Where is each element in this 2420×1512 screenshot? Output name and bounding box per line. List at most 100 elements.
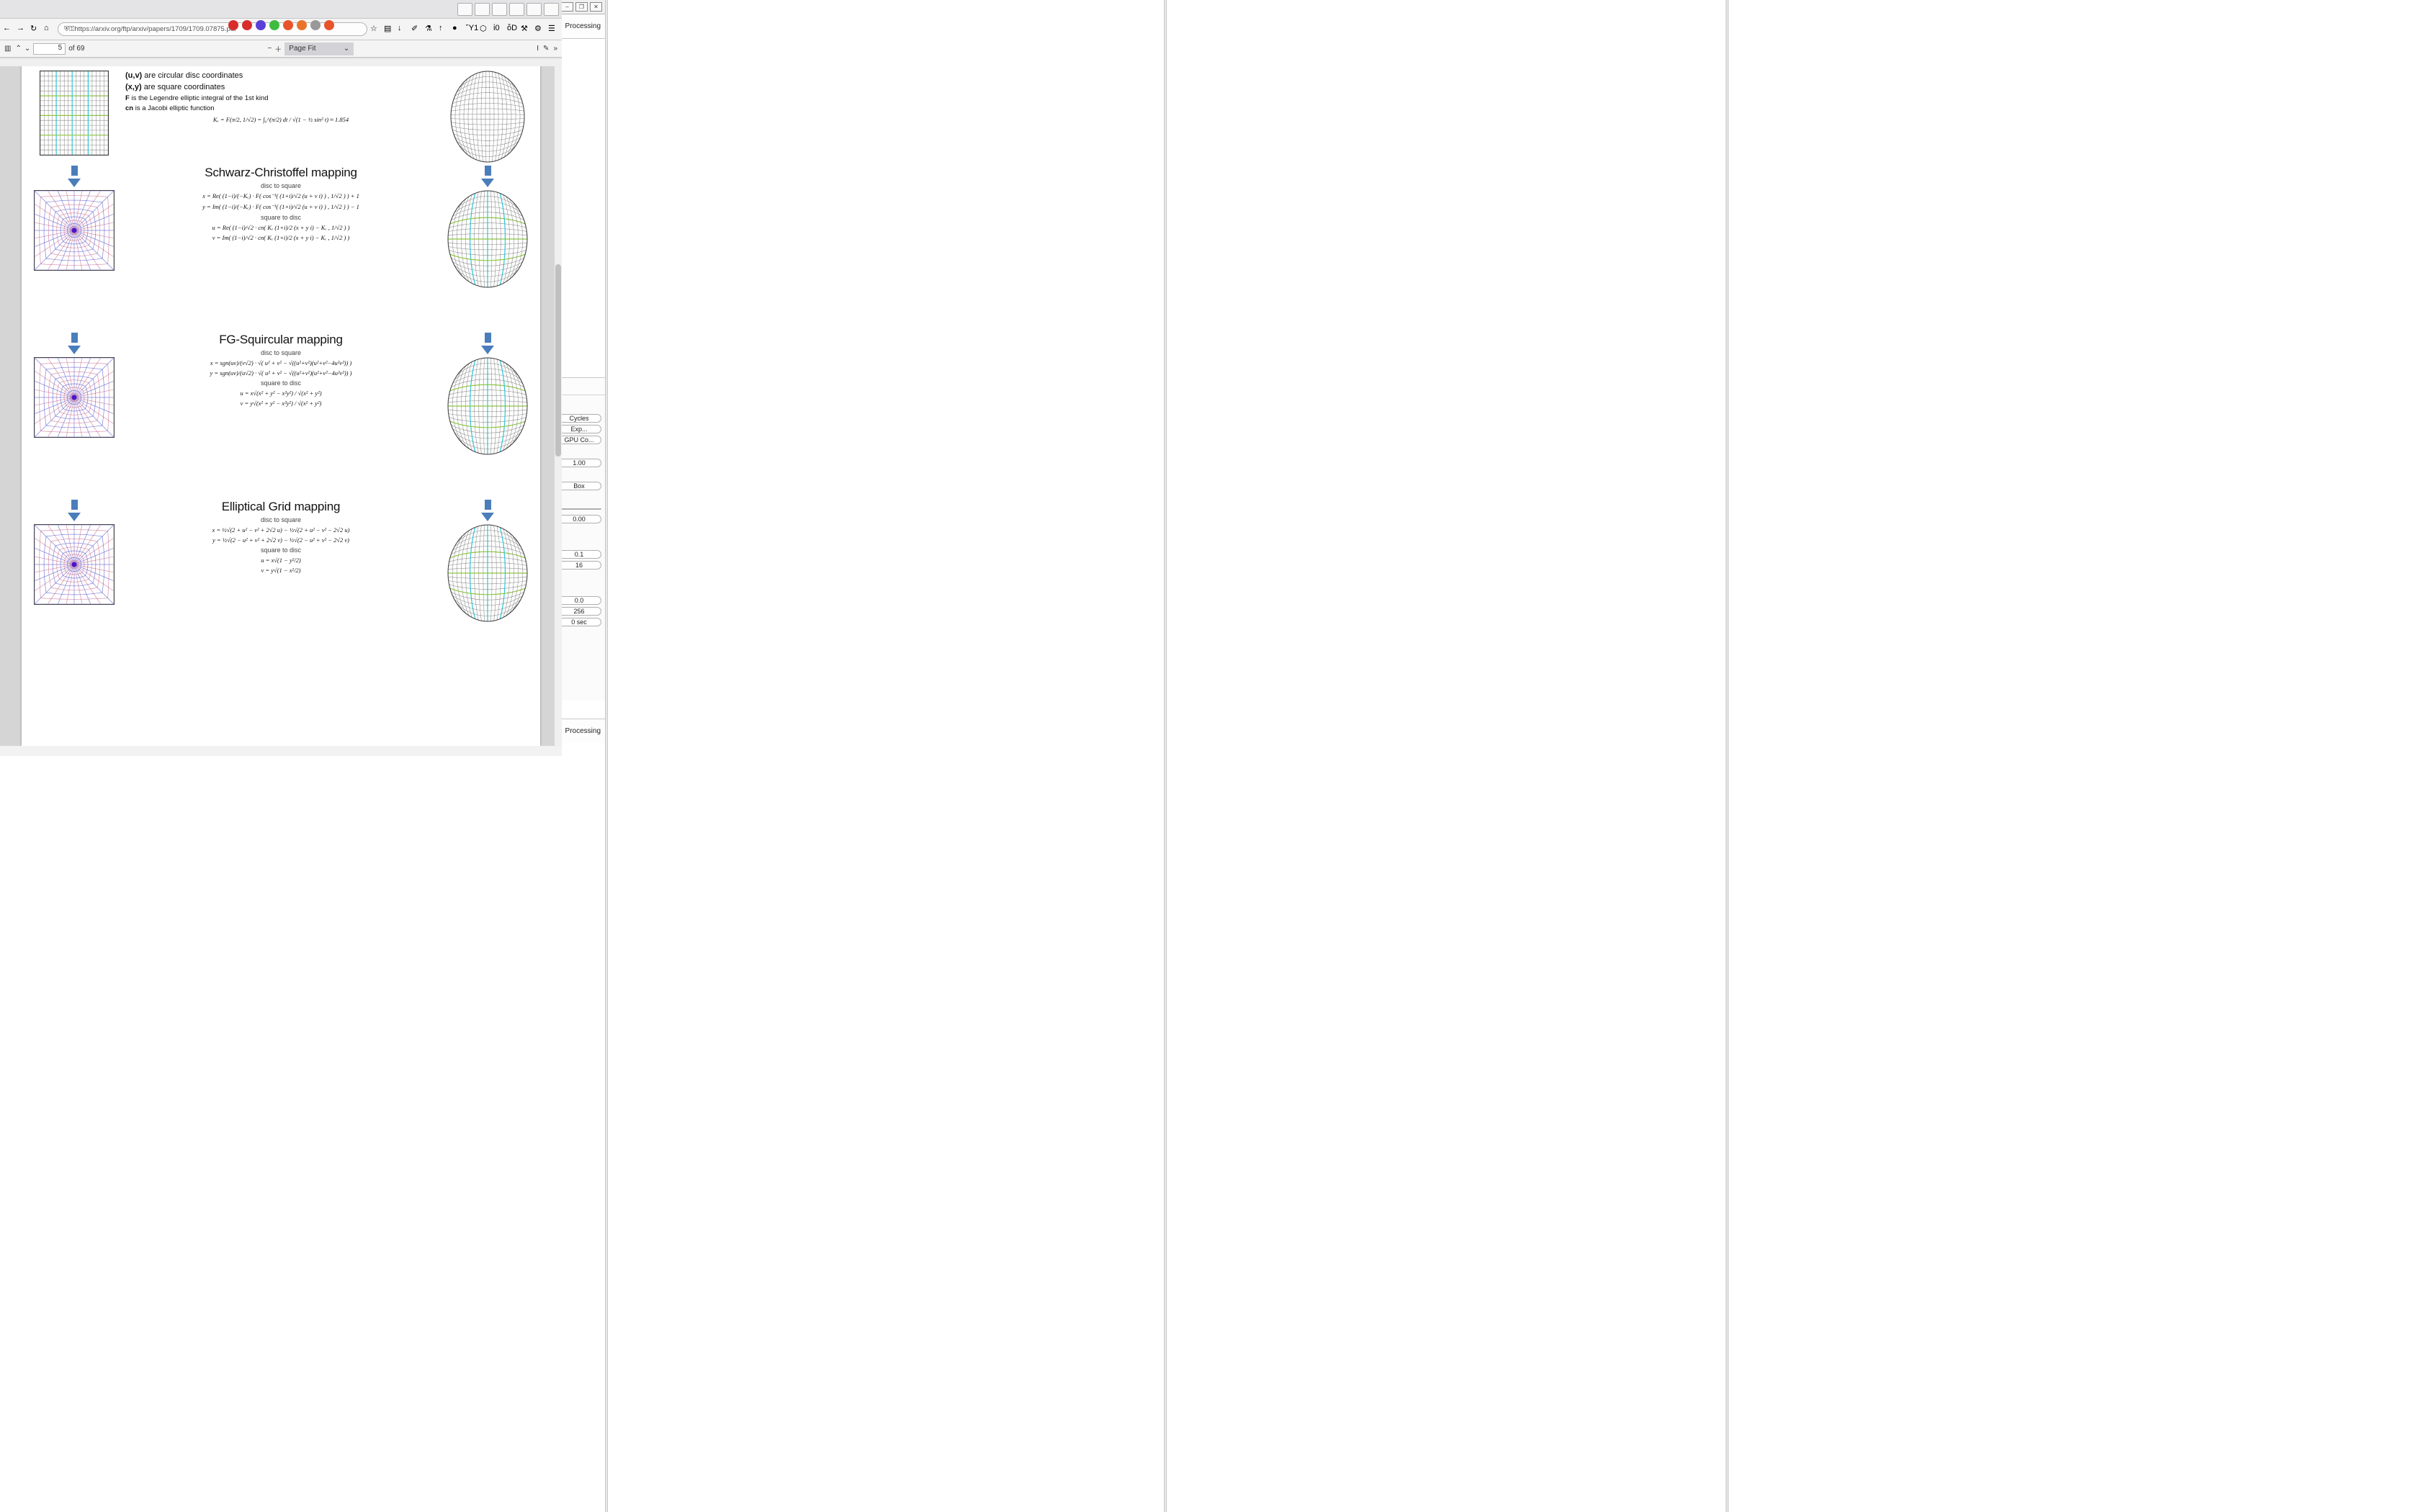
browser-tab-icon[interactable]: [526, 2, 542, 16]
gear-icon[interactable]: ⚙: [534, 24, 542, 33]
reload-icon[interactable]: ↻: [30, 24, 37, 33]
zoom-in-icon[interactable]: ＋: [274, 46, 282, 54]
pdf-legend-text: (u,v) are circular disc coordinates (x,y)…: [125, 71, 436, 113]
processing-label-footer[interactable]: Processing: [565, 727, 601, 735]
cartesian-grid-diagram: [40, 71, 109, 156]
arrow-stem: [71, 333, 78, 343]
property-value[interactable]: Box: [557, 482, 601, 490]
mapping-equation-b1: u = Re( (1−i)/√2 · cn( Kₑ (1+i)/2 (x + y…: [212, 224, 350, 231]
star-icon[interactable]: ☆: [370, 24, 377, 33]
property-value[interactable]: Exp...: [557, 425, 601, 433]
translate-icon[interactable]: ⬡: [480, 24, 487, 33]
property-value[interactable]: 0.0: [557, 596, 601, 605]
browser-tab-icon[interactable]: [457, 2, 472, 16]
browser-tab-icon[interactable]: [492, 2, 507, 16]
pipette-icon[interactable]: ⚗: [425, 24, 432, 33]
archive-icon[interactable]: Ὕ1: [466, 24, 479, 32]
arrow-down-icon: [481, 500, 494, 524]
legend-description: are square coordinates: [143, 82, 225, 91]
arrow-down-icon: [481, 333, 494, 357]
sidebar-toggle-icon[interactable]: ▥: [4, 45, 12, 53]
download-icon[interactable]: ↓: [398, 24, 402, 32]
mapping-equation-b2: v = y√(1 − x²/2): [261, 567, 301, 574]
pdf-zoom-controls[interactable]: −＋ Page Fit ⌄: [267, 42, 354, 55]
text-cursor-icon[interactable]: I: [537, 45, 539, 53]
mapping-disc-diagram-wrap: [441, 166, 534, 288]
arrow-down-icon: [68, 166, 81, 190]
window-divider[interactable]: [605, 0, 608, 1512]
window-divider[interactable]: [1164, 0, 1167, 1512]
pdf-legend-block: (u,v) are circular disc coordinates (x,y)…: [22, 71, 540, 163]
mapping-equation-b2: v = Im( (1−i)/√2 · cn( Kₑ (1+i)/2 (x + y…: [212, 234, 350, 241]
more-tools-icon[interactable]: »: [553, 45, 557, 53]
browser-tab-icon[interactable]: [509, 2, 524, 16]
browser-tab-icon[interactable]: [544, 2, 559, 16]
arrow-head: [68, 346, 81, 354]
legend-description: are circular disc coordinates: [144, 71, 243, 80]
mapping-disc-diagram-wrap: [441, 500, 534, 622]
pdf-page-total: of 69: [68, 45, 85, 53]
arrow-down-icon: [481, 166, 494, 190]
pdf-scrollbar-thumb[interactable]: [555, 264, 561, 457]
browser-tabbar[interactable]: [0, 0, 562, 19]
browser-navbar[interactable]: ← → ↻ ⌂ ⛨ ⚿ https://arxiv.org/ftp/arxiv/pape…: [0, 19, 562, 40]
property-value[interactable]: 0.00: [557, 515, 601, 523]
property-value[interactable]: 256: [557, 607, 601, 616]
firefox-pdf-window-4[interactable]: ← → ↻ ⌂ ⛨ ⚿ https://arxiv.org/ftp/arxiv/pape…: [0, 0, 562, 756]
page-down-icon[interactable]: ⌄: [24, 45, 31, 53]
highlighter-icon[interactable]: ✐: [411, 24, 418, 33]
legend-symbol: F: [125, 94, 130, 102]
property-value[interactable]: GPU Co...: [557, 436, 601, 444]
property-value[interactable]: Cycles: [557, 414, 601, 423]
property-value[interactable]: 16: [557, 561, 601, 570]
pdf-scrollbar[interactable]: [554, 58, 562, 746]
wrench-icon[interactable]: ⚒: [521, 24, 528, 33]
window-divider[interactable]: [1726, 0, 1729, 1512]
mapping-square-diagram-wrap: [27, 333, 121, 438]
arrow-head: [481, 346, 494, 354]
arrow-stem: [484, 166, 491, 176]
legend-square-wrap: [27, 71, 121, 156]
close-button[interactable]: ✕: [590, 2, 602, 12]
draw-tool-icon[interactable]: ✎: [543, 45, 550, 53]
record-icon[interactable]: ●: [452, 24, 457, 32]
browser-tab-icon[interactable]: [475, 2, 490, 16]
globe-icon[interactable]: ἱ0: [493, 24, 500, 32]
maximize-button[interactable]: ❐: [575, 2, 588, 12]
window-controls[interactable]: –❐✕: [561, 2, 602, 12]
upload-icon[interactable]: ↑: [439, 24, 443, 32]
menu-icon[interactable]: ☰: [548, 24, 555, 33]
legend-description: is a Jacobi elliptic function: [135, 104, 215, 112]
arrow-head: [481, 179, 494, 187]
property-value[interactable]: [557, 508, 601, 510]
property-value[interactable]: 0.1: [557, 550, 601, 559]
legend-symbol: cn: [125, 104, 134, 112]
mapping-equation-a2: y = ½√(2 − u² + v² + 2√2 v) − ½√(2 − u² …: [212, 536, 349, 544]
mapping-direction-b: square to disc: [260, 546, 302, 554]
lock-icon: ⚿: [69, 25, 75, 33]
url-text[interactable]: https://arxiv.org/ftp/arxiv/papers/1709/…: [74, 25, 236, 33]
url-bar[interactable]: ⛨ ⚿ https://arxiv.org/ftp/arxiv/papers/1…: [58, 22, 367, 36]
mapping-direction-a: disc to square: [260, 516, 302, 523]
pdf-page-input[interactable]: 5: [33, 42, 66, 55]
forward-icon[interactable]: →: [17, 24, 24, 32]
pdf-viewer-area[interactable]: (u,v) are circular disc coordinates (x,y)…: [0, 58, 562, 746]
legend-row: (x,y) are square coordinates: [125, 82, 436, 94]
zoom-out-icon[interactable]: −: [267, 45, 272, 53]
pdf-page: (u,v) are circular disc coordinates (x,y)…: [22, 65, 540, 746]
reader-icon[interactable]: ▤: [384, 24, 392, 33]
cartesian-grid-diagram: [447, 524, 528, 622]
property-value[interactable]: 0 sec: [557, 618, 601, 626]
pdf-zoom-select[interactable]: Page Fit ⌄: [284, 42, 354, 55]
thumbs-up-icon[interactable]: ὄD: [507, 24, 518, 32]
back-icon[interactable]: ←: [3, 24, 11, 32]
home-icon[interactable]: ⌂: [44, 24, 49, 32]
legend-symbol: (u,v): [125, 71, 143, 80]
minimize-button[interactable]: –: [561, 2, 573, 12]
property-value[interactable]: 1.00: [557, 459, 601, 467]
page-up-icon[interactable]: ⌃: [15, 45, 22, 53]
processing-label[interactable]: Processing: [565, 22, 601, 30]
arrow-stem: [484, 333, 491, 343]
